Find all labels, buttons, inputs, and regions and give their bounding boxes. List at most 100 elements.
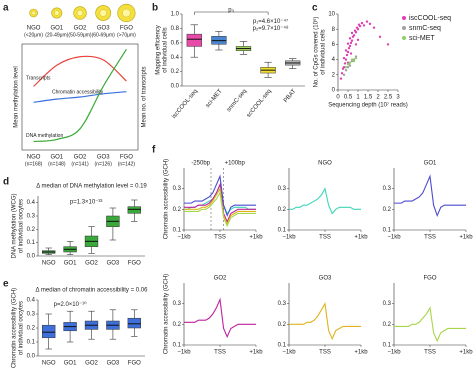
- y-tick-label: 0.2: [27, 326, 36, 332]
- stage-label: NGO: [27, 26, 41, 32]
- x-tick-label: TSS: [424, 350, 436, 356]
- y-tick-label: 0.3: [173, 186, 182, 192]
- profile-line: [184, 297, 256, 339]
- point: [344, 49, 348, 52]
- annotation: p=1.3×10⁻³³: [70, 200, 103, 206]
- y-axis-label: of individual cells: [321, 29, 327, 74]
- stage-size: (>70μm): [117, 32, 136, 38]
- x-tick-label: GO2: [74, 155, 87, 161]
- annotation: p₃: [228, 7, 234, 13]
- y-axis-label: of individual cells: [163, 27, 169, 72]
- x-tick-label: NGO: [42, 261, 56, 267]
- panel-letter: d: [3, 177, 9, 188]
- point: [372, 26, 376, 29]
- panel-title: GO3: [319, 276, 332, 282]
- profile-line: [394, 306, 466, 343]
- x-tick-label: GO1: [64, 261, 77, 267]
- x-tick-label: 0: [336, 95, 340, 101]
- box: [127, 317, 141, 329]
- y-axis-label: No. of CpGs covered (10⁶): [313, 17, 320, 88]
- y-tick-label: 0.8: [171, 26, 180, 32]
- y-tick-label: 0.3: [383, 186, 392, 192]
- y-axis-label: DNA methylation (WCG): [12, 193, 18, 258]
- annotation: p₁=4.6×10⁻⁴⁷: [253, 18, 288, 25]
- x-tick-label: −1kb: [387, 235, 401, 241]
- series-label: DNA methylation: [26, 133, 63, 139]
- y-tick-label: 0.2: [383, 207, 392, 213]
- legend-label: iscCOOL-seq: [409, 15, 451, 22]
- profile-line: [289, 302, 361, 341]
- y-tick-label: 0.4: [171, 55, 180, 61]
- y-tick-label: 0.3: [278, 186, 287, 192]
- y-axis-label: Chromatin accessibility (GCH): [164, 274, 170, 354]
- point: [342, 73, 346, 77]
- series-line: [33, 91, 127, 103]
- legend-marker: [402, 26, 406, 30]
- y-tick-label: 0.3: [278, 301, 287, 307]
- y-axis-label: of individual oocytes: [19, 199, 25, 253]
- y-tick-label: 0.1: [27, 340, 36, 346]
- panel-letter: b: [152, 3, 158, 14]
- x-tick-label: NGO: [27, 155, 41, 161]
- y-tick-label: 2: [332, 72, 336, 78]
- y-tick-label: 0.2: [278, 207, 287, 213]
- panel-title: GO2: [214, 276, 227, 282]
- x-tick-label: +1kb: [459, 235, 473, 241]
- panel-title: Δ median of DNA methylation level = 0.19: [36, 184, 147, 190]
- stage-size: (20-49μm): [45, 32, 68, 38]
- x-axis-label: Sequencing depth (10⁷ reads): [328, 102, 408, 109]
- y-tick-label: 0.0: [27, 354, 36, 360]
- x-tick-label: 3: [396, 95, 400, 101]
- panel-letter: f: [152, 145, 156, 156]
- point: [346, 42, 350, 45]
- panel-title: GO1: [424, 161, 437, 167]
- stage-label: FGO: [120, 26, 133, 32]
- x-tick-label: −1kb: [387, 350, 401, 356]
- x-tick-label: GO3: [97, 155, 110, 161]
- x-tick-label: 1: [356, 95, 360, 101]
- y-tick-label: 4: [332, 57, 336, 63]
- x-tick-label: GO1: [50, 155, 63, 161]
- profile-line: [184, 174, 256, 218]
- point: [356, 28, 360, 31]
- profile-line: [289, 187, 361, 215]
- point: [347, 47, 351, 50]
- annotation: p₂=9.7×10⁻⁴⁸: [253, 25, 289, 32]
- x-tick-label: GO2: [85, 361, 98, 367]
- point: [339, 77, 343, 80]
- point: [354, 43, 358, 46]
- y-tick-label: 0.0: [27, 254, 36, 260]
- y-tick-label: 0.2: [278, 322, 287, 328]
- y-axis-label: of individual oocytes: [19, 301, 25, 355]
- point: [344, 58, 348, 61]
- profile-line: [184, 182, 256, 224]
- y-tick-label: 1.0: [171, 12, 180, 18]
- x-tick-label: +1kb: [354, 235, 368, 241]
- y-tick-label: 0.0: [171, 84, 180, 90]
- y-tick-label: 0.1: [383, 343, 392, 349]
- point: [349, 52, 353, 55]
- point: [356, 38, 360, 42]
- y-tick-label: 0.2: [27, 227, 36, 233]
- bracket: [194, 11, 269, 15]
- oocyte-nucleus: [99, 9, 107, 17]
- x-tick-label: +1kb: [354, 350, 368, 356]
- stage-label: GO2: [74, 26, 87, 32]
- x-tick-label: GO3: [107, 261, 120, 267]
- box: [186, 33, 202, 47]
- profile-line: [394, 174, 466, 218]
- point: [365, 20, 369, 23]
- point: [352, 34, 356, 37]
- x-tick-label: −1kb: [177, 350, 191, 356]
- point: [354, 56, 358, 60]
- x-tick-label: +1kb: [249, 350, 263, 356]
- point: [350, 31, 354, 35]
- series-label: Transcripts: [26, 76, 51, 82]
- y-tick-label: 0.3: [383, 301, 392, 307]
- y-tick-label: 0.6: [171, 40, 180, 46]
- point: [368, 22, 372, 26]
- point: [345, 53, 349, 57]
- stage-size: (60-69μm): [92, 32, 115, 38]
